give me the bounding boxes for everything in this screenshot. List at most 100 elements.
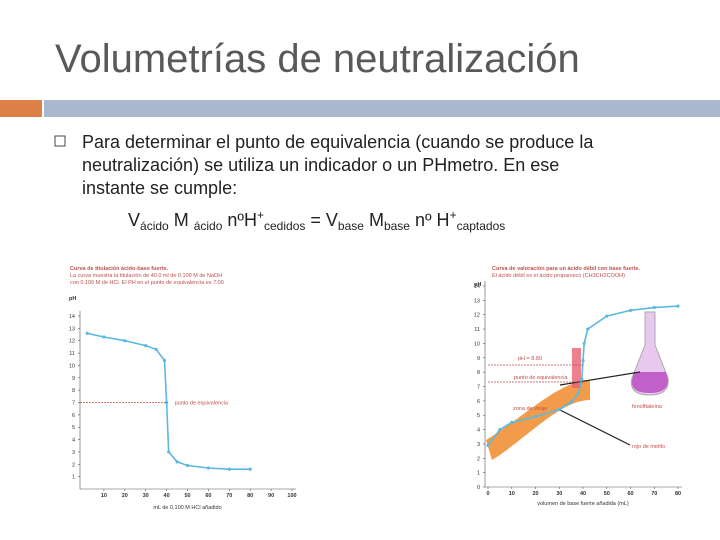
x-tick-label: 30 xyxy=(556,491,562,497)
annotation: punto de equivalencia xyxy=(175,401,229,407)
y-tick-label: 11 xyxy=(69,351,75,357)
x-tick-label: 10 xyxy=(509,491,515,497)
curve-point xyxy=(154,347,158,351)
curve-point xyxy=(652,305,656,310)
curve-point xyxy=(85,331,89,335)
x-tick-label: 70 xyxy=(226,493,232,499)
curve-point xyxy=(586,327,590,331)
y-tick-label: 7 xyxy=(72,401,75,407)
formula-part: nº H xyxy=(410,210,450,230)
x-tick-label: 30 xyxy=(143,493,149,499)
y-tick-label: 8 xyxy=(477,370,480,376)
formula-part: V xyxy=(128,210,140,230)
y-tick-label: 5 xyxy=(477,413,480,419)
y-tick-label: 5 xyxy=(72,425,75,431)
curve-point xyxy=(162,358,167,363)
annotation: punto de equivalencia xyxy=(514,375,568,381)
x-tick-label: 10 xyxy=(101,493,107,499)
x-tick-label: 60 xyxy=(205,493,211,499)
y-tick-label: 12 xyxy=(69,339,75,345)
formula: Vácido M ácido nºH+cedidos = Vbase Mbase… xyxy=(128,208,505,233)
y-tick-label: 1 xyxy=(72,475,75,481)
y-tick-label: 12 xyxy=(474,313,480,319)
y-tick-label: 2 xyxy=(72,462,75,468)
indicator-decor xyxy=(486,311,669,460)
y-tick-label: 9 xyxy=(72,376,75,382)
bullet-square xyxy=(54,135,66,147)
annotation: fenolftaleína xyxy=(632,404,663,410)
y-tick-label: 6 xyxy=(72,413,75,419)
curve-point xyxy=(185,463,190,468)
x-tick-label: 20 xyxy=(122,493,128,499)
formula-part: M xyxy=(169,210,194,230)
y-tick-label: 14 xyxy=(474,284,480,290)
curve-point xyxy=(227,467,231,471)
annotation: zona de viraje xyxy=(513,406,547,412)
curve-point xyxy=(580,377,584,381)
x-tick-label: 40 xyxy=(164,493,170,499)
y-tick-label: 7 xyxy=(477,385,480,391)
chart-title: Curva de titulación ácido-base fuerte. xyxy=(70,266,169,272)
curve-point xyxy=(206,466,210,470)
curve-point xyxy=(248,467,252,471)
y-axis-label: pH xyxy=(474,282,481,288)
formula-sup: + xyxy=(257,208,264,222)
formula-sub: cedidos xyxy=(264,219,305,233)
y-tick-label: 3 xyxy=(72,450,75,456)
curve-point xyxy=(486,443,490,447)
x-tick-label: 90 xyxy=(268,493,274,499)
y-tick-label: 13 xyxy=(474,298,480,304)
curve-point xyxy=(144,344,148,348)
bullet-line: neutralización) se utiliza un indicador … xyxy=(82,155,559,175)
curve-point xyxy=(557,407,561,412)
curve-point xyxy=(533,415,538,419)
y-tick-label: 11 xyxy=(474,327,480,333)
title-bar xyxy=(44,100,720,117)
curve-point xyxy=(175,460,179,464)
y-tick-label: 1 xyxy=(477,471,480,477)
curve-point xyxy=(581,359,585,363)
formula-sup: + xyxy=(450,208,457,222)
x-tick-label: 60 xyxy=(627,491,633,497)
formula-sub: ácido xyxy=(194,219,223,233)
curve-point xyxy=(123,339,127,343)
x-tick-label: 0 xyxy=(486,491,489,497)
y-axis-label: pH xyxy=(69,296,76,302)
y-tick-label: 3 xyxy=(477,442,480,448)
accent-bar xyxy=(0,100,42,117)
x-tick-label: 50 xyxy=(604,491,610,497)
y-tick-label: 2 xyxy=(477,456,480,462)
curve-point xyxy=(676,304,680,308)
chart-subtitle: El ácido débil es el ácido propanoico (C… xyxy=(492,273,625,279)
x-tick-label: 100 xyxy=(287,493,296,499)
formula-sub: ácido xyxy=(140,219,169,233)
annotation: rojo de metilo xyxy=(632,444,665,450)
x-tick-label: 80 xyxy=(247,493,253,499)
y-tick-label: 13 xyxy=(69,326,75,332)
chart-subtitle: con 0.100 M de HCl. El PH en el punto de… xyxy=(70,280,224,286)
curve-point xyxy=(628,308,633,313)
y-tick-label: 10 xyxy=(69,363,75,369)
curve-point xyxy=(167,450,171,454)
annotation: pH = 8.80 xyxy=(518,356,542,362)
slide-title: Volumetrías de neutralización xyxy=(55,37,580,81)
curve-point xyxy=(102,335,106,339)
x-tick-label: 80 xyxy=(675,491,681,497)
formula-part: nºH xyxy=(222,210,257,230)
formula-part: M xyxy=(364,210,384,230)
y-tick-label: 0 xyxy=(477,485,480,491)
bullet-line: instante se cumple: xyxy=(82,178,237,198)
y-tick-label: 4 xyxy=(477,428,480,434)
bullet-line: Para determinar el punto de equivalencia… xyxy=(82,132,594,152)
curve-point xyxy=(498,427,502,432)
x-tick-label: 20 xyxy=(532,491,538,497)
curve-point xyxy=(605,314,609,318)
y-tick-label: 4 xyxy=(72,438,75,444)
x-axis-label: volumen de base fuerte añadida (mL) xyxy=(537,501,629,507)
formula-part: = V xyxy=(305,210,338,230)
x-tick-label: 70 xyxy=(651,491,657,497)
x-tick-label: 40 xyxy=(580,491,586,497)
formula-sub: base xyxy=(384,219,410,233)
formula-sub: base xyxy=(338,219,364,233)
